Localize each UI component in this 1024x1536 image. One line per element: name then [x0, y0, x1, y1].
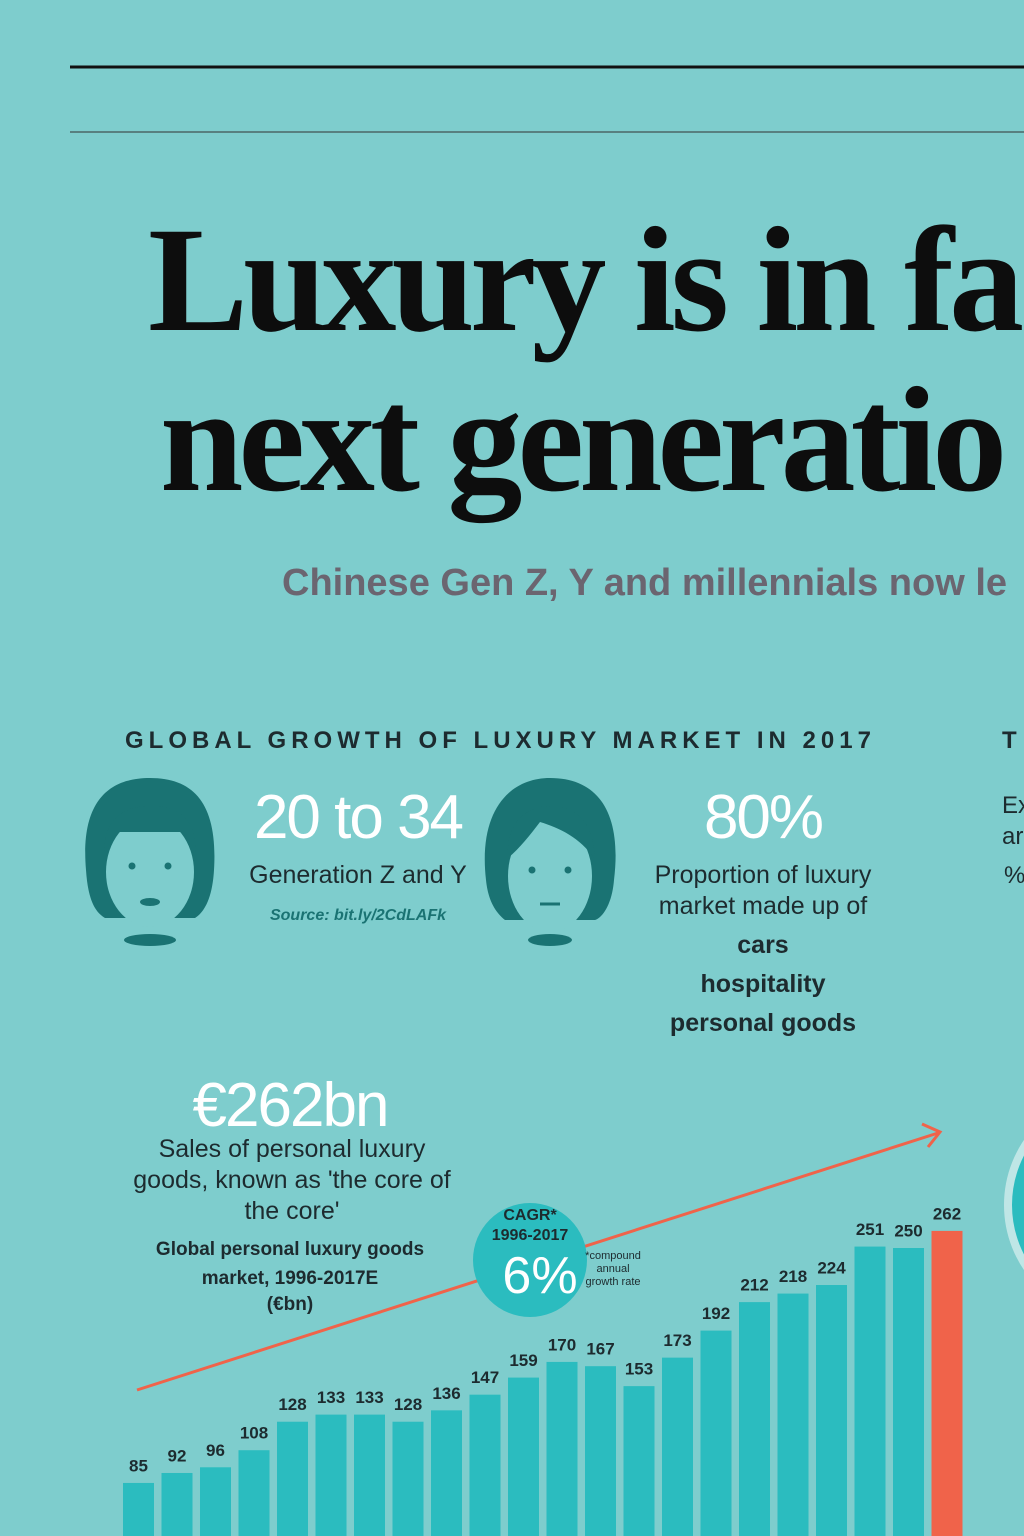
- fragment: ar: [1002, 823, 1024, 850]
- stat-label: Proportion of luxury: [654, 861, 872, 889]
- stat-label: Generation Z and Y: [249, 861, 467, 889]
- cagr-value: 6%: [502, 1247, 578, 1305]
- value-label: 133: [317, 1388, 345, 1407]
- cagr-note: growth rate: [585, 1276, 641, 1288]
- source: Source: bit.ly/2CdLAFk: [269, 907, 447, 924]
- stat-item: personal goods: [669, 1009, 857, 1037]
- cagr-note: annual: [596, 1263, 630, 1275]
- value-label: 167: [586, 1340, 614, 1359]
- bar: [200, 1467, 231, 1536]
- stat-figure: 80%: [703, 783, 824, 852]
- value-label: 250: [894, 1221, 922, 1240]
- fragment: %: [1004, 862, 1024, 889]
- value-label: 133: [355, 1388, 383, 1407]
- bar: [585, 1366, 616, 1536]
- bar: [315, 1414, 347, 1536]
- bar: [277, 1421, 308, 1536]
- value-label: 128: [278, 1395, 306, 1414]
- stat-item: hospitality: [700, 970, 826, 998]
- bar: [392, 1421, 424, 1536]
- sales-figure: €262bn: [192, 1071, 390, 1140]
- sales-label: the core': [244, 1197, 340, 1225]
- value-label: 85: [129, 1456, 148, 1475]
- value-label: 224: [817, 1259, 846, 1278]
- cagr-period: 1996-2017: [491, 1227, 569, 1244]
- sales-label: goods, known as 'the core of: [133, 1166, 451, 1194]
- bar: [469, 1394, 501, 1536]
- bar: [931, 1230, 963, 1536]
- value-label: 173: [663, 1331, 691, 1350]
- bar: [431, 1410, 462, 1536]
- bar: [238, 1450, 270, 1536]
- bar: [662, 1357, 693, 1536]
- bar: [854, 1246, 886, 1536]
- sales-label: Sales of personal luxury: [158, 1135, 426, 1163]
- cagr-note: *compound: [585, 1250, 641, 1262]
- bar: [354, 1414, 385, 1536]
- cagr-title: CAGR*: [503, 1207, 557, 1224]
- bar: [546, 1361, 578, 1536]
- bar: [816, 1285, 847, 1536]
- value-label: 147: [471, 1368, 499, 1387]
- value-label: 96: [206, 1441, 225, 1460]
- cagr-circle: [473, 1203, 587, 1317]
- value-label: 251: [856, 1220, 884, 1239]
- value-label: 92: [168, 1446, 187, 1465]
- face-icon: [85, 778, 215, 946]
- bar: [893, 1248, 924, 1536]
- stat-label: market made up of: [658, 892, 868, 920]
- value-label: 218: [779, 1267, 807, 1286]
- bar: [777, 1293, 809, 1536]
- face-icon: [484, 778, 616, 946]
- stat-figure: 20 to 34: [253, 783, 464, 852]
- section-heading: GLOBAL GROWTH OF LUXURY MARKET IN 2017: [125, 727, 876, 754]
- bars: 85 92 96 108 128 133 133 128 136 147 159 170 167 153 1…: [123, 1204, 963, 1536]
- value-label: 212: [740, 1276, 768, 1295]
- subtitle: Chinese Gen Z, Y and millennials now le: [282, 562, 1008, 604]
- bar: [508, 1377, 539, 1536]
- title-line: next generatio: [160, 357, 1007, 523]
- value-label: 108: [240, 1424, 268, 1443]
- value-label: 153: [625, 1360, 653, 1379]
- chart-title: market, 1996-2017E: [201, 1268, 379, 1289]
- bar: [700, 1330, 732, 1536]
- bar: [123, 1482, 154, 1536]
- chart-title: Global personal luxury goods: [155, 1239, 425, 1260]
- stat-item: cars: [737, 931, 789, 959]
- fragment: Ex: [1002, 792, 1024, 819]
- value-label: 128: [394, 1395, 422, 1414]
- value-label: 262: [933, 1204, 961, 1223]
- value-label: 170: [548, 1335, 576, 1354]
- value-label: 159: [509, 1351, 537, 1370]
- value-label: 192: [702, 1304, 730, 1323]
- value-label: 136: [432, 1384, 460, 1403]
- bar: [623, 1386, 655, 1536]
- title-line: Luxury is in fa: [148, 197, 1024, 363]
- bar: [161, 1472, 193, 1536]
- section-heading: T: [1002, 727, 1017, 754]
- partial-circle: [1004, 1139, 1024, 1271]
- bar: [739, 1302, 770, 1536]
- chart-title: (€bn): [266, 1294, 314, 1315]
